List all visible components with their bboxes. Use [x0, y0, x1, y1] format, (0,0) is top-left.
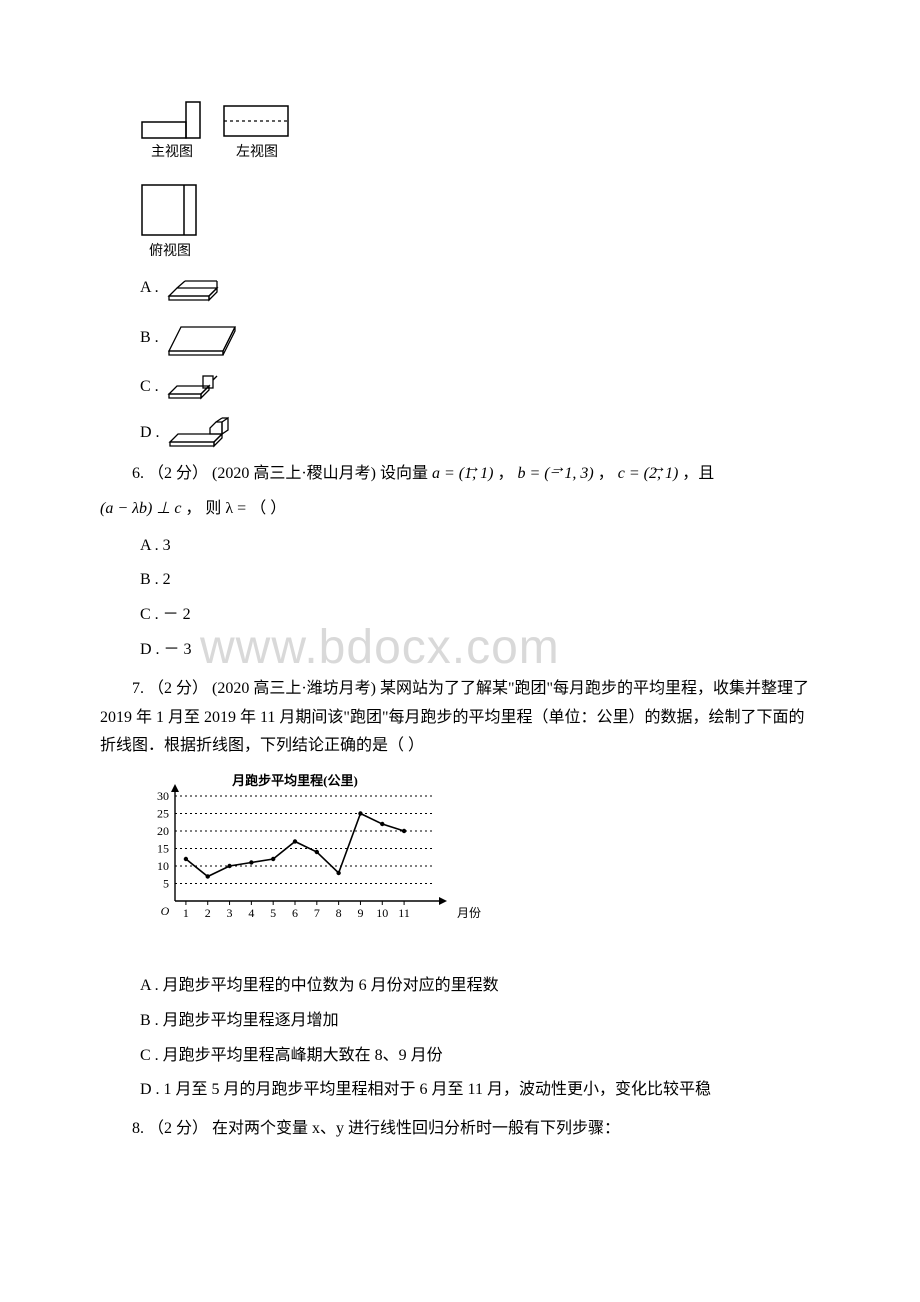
- q5-option-c-label: C .: [140, 373, 159, 402]
- q6-cond: (a − λb) ⊥ c: [100, 500, 181, 517]
- q7-options: A . 月跑步平均里程的中位数为 6 月份对应的里程数 B . 月跑步平均里程逐…: [100, 972, 820, 1105]
- q5-option-a-label: A .: [140, 274, 159, 303]
- q6-option-d: D . － 3: [140, 636, 820, 665]
- q6-option-c: C . － 2: [140, 601, 820, 630]
- svg-text:9: 9: [357, 906, 363, 920]
- svg-text:1: 1: [183, 906, 189, 920]
- svg-text:20: 20: [157, 824, 169, 838]
- svg-text:月份: 月份: [457, 906, 481, 920]
- q6-vec-a: →a = (1, 1): [432, 465, 493, 482]
- q6-options: A . 3 B . 2 C . － 2 D . － 3: [100, 532, 820, 665]
- left-view-icon: [222, 100, 292, 140]
- q6-prefix: 6. （2 分） (2020 高三上·稷山月考) 设向量: [132, 465, 432, 482]
- q7-option-c: C . 月跑步平均里程高峰期大致在 8、9 月份: [140, 1042, 820, 1071]
- svg-text:10: 10: [157, 859, 169, 873]
- q6-stem: 6. （2 分） (2020 高三上·稷山月考) 设向量 →a = (1, 1)…: [100, 460, 820, 489]
- left-view-label: 左视图: [222, 140, 292, 165]
- top-view-icon: [140, 183, 200, 239]
- svg-text:25: 25: [157, 807, 169, 821]
- q5-shape-b-icon: [165, 317, 241, 359]
- q6-cond-line: (a − λb) ⊥ c ， 则 λ = （ ）: [100, 495, 820, 524]
- page-content: 主视图 左视图 俯视图 A .: [100, 100, 820, 1144]
- three-view-block: 主视图 左视图 俯视图: [140, 100, 820, 264]
- q5-shape-d-icon: [166, 416, 238, 450]
- svg-text:15: 15: [157, 842, 169, 856]
- q7-chart: 月跑步平均里程(公里) 5 10 15 20 25 30 1 2 3 4 5 6 7 8 9 10 11 月份 O: [140, 771, 820, 962]
- front-view-icon: [140, 100, 204, 140]
- q8-stem: 8. （2 分） 在对两个变量 x、y 进行线性回归分析时一般有下列步骤：: [100, 1115, 820, 1144]
- svg-text:10: 10: [376, 906, 388, 920]
- svg-text:O: O: [161, 904, 170, 918]
- svg-text:4: 4: [248, 906, 254, 920]
- q7-option-b: B . 月跑步平均里程逐月增加: [140, 1007, 820, 1036]
- q5-option-d-label: D .: [140, 419, 160, 448]
- q5-shape-a-icon: [165, 276, 225, 302]
- svg-text:30: 30: [157, 789, 169, 803]
- q6-sep3: ，且: [682, 465, 714, 482]
- svg-text:8: 8: [336, 906, 342, 920]
- q6-vec-c: →c = (2, 1): [618, 465, 679, 482]
- q7-option-a: A . 月跑步平均里程的中位数为 6 月份对应的里程数: [140, 972, 820, 1001]
- q5-shape-c-icon: [165, 374, 225, 402]
- svg-text:5: 5: [270, 906, 276, 920]
- q7-option-d: D . 1 月至 5 月的月跑步平均里程相对于 6 月至 11 月，波动性更小，…: [140, 1076, 820, 1105]
- q6-tail: ， 则 λ = （ ）: [185, 500, 286, 517]
- top-view-label: 俯视图: [140, 239, 200, 264]
- front-view-label: 主视图: [140, 140, 204, 165]
- q6-sep1: ，: [497, 465, 517, 482]
- q6-sep2: ，: [598, 465, 618, 482]
- svg-text:2: 2: [205, 906, 211, 920]
- q6-option-b: B . 2: [140, 566, 820, 595]
- q5-options: A . B . C .: [100, 274, 820, 450]
- line-chart-icon: 月跑步平均里程(公里) 5 10 15 20 25 30 1 2 3 4 5 6 7 8 9 10 11 月份 O: [140, 771, 500, 951]
- svg-text:3: 3: [227, 906, 233, 920]
- q6-option-a: A . 3: [140, 532, 820, 561]
- svg-text:月跑步平均里程(公里): 月跑步平均里程(公里): [231, 773, 358, 788]
- svg-text:5: 5: [163, 877, 169, 891]
- svg-text:7: 7: [314, 906, 320, 920]
- q6-vec-b: →b = (− 1, 3): [517, 465, 593, 482]
- svg-text:11: 11: [398, 906, 410, 920]
- q5-option-b-label: B .: [140, 324, 159, 353]
- svg-text:6: 6: [292, 906, 298, 920]
- q7-stem: 7. （2 分） (2020 高三上·潍坊月考) 某网站为了了解某"跑团"每月跑…: [100, 675, 820, 761]
